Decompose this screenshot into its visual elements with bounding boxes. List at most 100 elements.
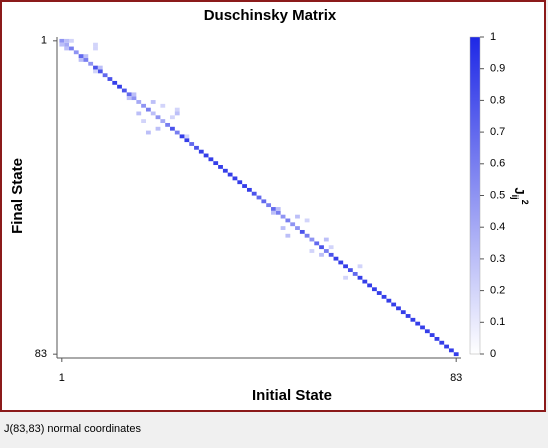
cell — [448, 348, 454, 353]
cell — [319, 252, 324, 257]
cell — [400, 310, 406, 315]
cell — [453, 352, 459, 357]
cell — [69, 38, 74, 43]
cb-base: J — [512, 187, 527, 194]
cell — [150, 100, 156, 104]
cell — [145, 130, 151, 135]
cell — [121, 88, 127, 93]
colorbar-tick-label: 0.2 — [490, 285, 505, 297]
cell — [170, 126, 175, 131]
colorbar-tick-label: 0.6 — [490, 158, 505, 170]
cell — [439, 340, 445, 345]
cell — [64, 46, 70, 51]
cell — [381, 294, 387, 299]
cell — [261, 199, 267, 204]
cell — [285, 233, 291, 238]
cell — [141, 119, 146, 123]
cell — [415, 321, 421, 326]
cell — [136, 111, 142, 116]
status-bar — [0, 413, 548, 443]
cell — [323, 249, 329, 253]
cell — [213, 161, 219, 166]
x-axis-label: Initial State — [252, 387, 332, 404]
cell — [352, 272, 358, 276]
cell — [117, 84, 122, 89]
colorbar-tick-label: 0.1 — [490, 316, 505, 328]
colorbar-tick-label: 0.9 — [490, 63, 505, 75]
cell — [251, 191, 257, 196]
cell — [290, 222, 296, 227]
cell — [155, 115, 161, 120]
colorbar-tick-label: 0.3 — [490, 253, 505, 265]
cell — [179, 134, 185, 139]
cell — [160, 103, 166, 108]
cell — [246, 187, 252, 192]
cell — [97, 65, 103, 70]
cell — [208, 157, 214, 162]
cell — [222, 168, 228, 173]
cell — [102, 73, 108, 78]
chart-title: Duschinsky Matrix — [204, 7, 337, 24]
cell — [73, 50, 79, 55]
colorbar — [469, 36, 481, 355]
cb-sup: 2 — [520, 200, 530, 205]
cell — [237, 180, 243, 185]
cell — [93, 65, 98, 70]
cell — [131, 96, 137, 101]
cell — [194, 145, 199, 150]
cell — [227, 172, 233, 177]
cell — [242, 184, 247, 188]
cell — [275, 207, 281, 211]
frame — [0, 0, 546, 412]
cell — [83, 58, 89, 62]
colorbar-tick-label: 0.4 — [490, 221, 505, 233]
cell — [357, 275, 363, 280]
cell — [155, 126, 161, 131]
cell — [64, 38, 70, 43]
cell — [174, 111, 180, 116]
cell — [309, 237, 315, 242]
cell — [78, 58, 84, 62]
cell — [309, 249, 315, 253]
status-text: J(83,83) normal coordinates — [4, 423, 141, 435]
y-axis-label: Final State — [9, 158, 26, 234]
cell — [64, 42, 70, 47]
cell — [203, 153, 209, 158]
y-tick-label: 83 — [35, 348, 47, 360]
cell — [271, 210, 276, 215]
cell — [280, 214, 286, 219]
colorbar-tick-label: 0.7 — [490, 126, 505, 138]
cell — [280, 226, 286, 230]
cell — [343, 275, 348, 280]
cell — [107, 77, 113, 81]
x-tick-label: 83 — [450, 372, 462, 384]
cell — [256, 195, 262, 200]
cell — [93, 46, 98, 51]
cell — [174, 107, 180, 112]
cell — [131, 92, 137, 97]
cell — [319, 245, 324, 250]
cell — [347, 268, 353, 273]
colorbar-label: Jij2 — [510, 187, 530, 204]
cell — [83, 54, 89, 59]
cell — [271, 207, 276, 211]
cell — [78, 54, 84, 59]
cell — [304, 218, 310, 223]
cell — [266, 203, 272, 208]
cell — [391, 302, 397, 307]
cell — [396, 306, 401, 311]
cell — [189, 142, 195, 146]
cell — [295, 214, 300, 219]
cell — [275, 210, 281, 215]
cell — [372, 287, 377, 292]
cell — [150, 111, 156, 116]
cell — [304, 233, 310, 238]
cell — [295, 226, 300, 230]
cell — [97, 69, 103, 74]
cell — [93, 42, 98, 47]
cell — [386, 298, 392, 303]
cell — [174, 130, 180, 135]
cell — [357, 264, 363, 269]
cell — [328, 252, 334, 257]
